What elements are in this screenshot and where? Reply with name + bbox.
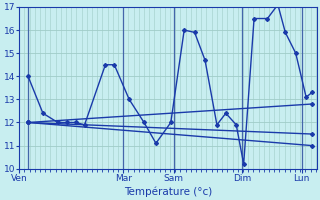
- X-axis label: Température (°c): Température (°c): [124, 186, 212, 197]
